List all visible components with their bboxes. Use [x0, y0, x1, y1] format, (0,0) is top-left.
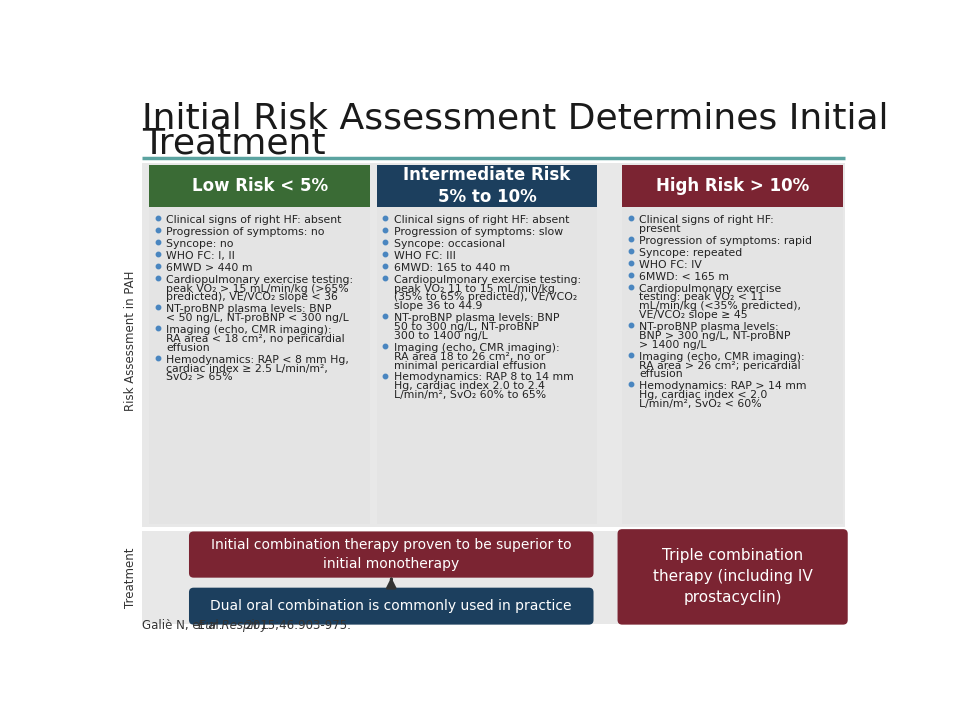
Text: 6MWD > 440 m: 6MWD > 440 m: [166, 263, 253, 273]
Text: < 50 ng/L, NT-proBNP < 300 ng/L: < 50 ng/L, NT-proBNP < 300 ng/L: [166, 313, 349, 323]
Text: Progression of symptoms: rapid: Progression of symptoms: rapid: [639, 235, 812, 246]
Text: Hemodynamics: RAP < 8 mm Hg,: Hemodynamics: RAP < 8 mm Hg,: [166, 355, 349, 365]
Text: testing: peak VO₂ < 11: testing: peak VO₂ < 11: [639, 292, 764, 302]
Text: 6MWD: < 165 m: 6MWD: < 165 m: [639, 271, 730, 282]
FancyBboxPatch shape: [150, 165, 371, 207]
FancyBboxPatch shape: [622, 207, 843, 523]
Text: RA area < 18 cm², no pericardial: RA area < 18 cm², no pericardial: [166, 334, 346, 344]
Text: Hemodynamics: RAP > 14 mm: Hemodynamics: RAP > 14 mm: [639, 382, 806, 391]
FancyBboxPatch shape: [189, 588, 593, 625]
Text: Treatment: Treatment: [142, 127, 325, 161]
Text: Cardiopulmonary exercise testing:: Cardiopulmonary exercise testing:: [166, 274, 353, 284]
Text: Progression of symptoms: slow: Progression of symptoms: slow: [394, 227, 563, 237]
Text: (35% to 65% predicted), VE/VCO₂: (35% to 65% predicted), VE/VCO₂: [394, 292, 577, 302]
FancyBboxPatch shape: [617, 529, 848, 625]
Text: Imaging (echo, CMR imaging):: Imaging (echo, CMR imaging):: [639, 351, 804, 361]
Text: cardiac index ≥ 2.5 L/min/m²,: cardiac index ≥ 2.5 L/min/m²,: [166, 364, 328, 374]
Text: High Risk > 10%: High Risk > 10%: [656, 177, 809, 195]
Text: RA area > 26 cm²; pericardial: RA area > 26 cm²; pericardial: [639, 361, 801, 371]
Text: Intermediate Risk
5% to 10%: Intermediate Risk 5% to 10%: [403, 166, 570, 206]
Text: Initial combination therapy proven to be superior to
initial monotherapy: Initial combination therapy proven to be…: [211, 539, 571, 571]
Text: Clinical signs of right HF: absent: Clinical signs of right HF: absent: [166, 215, 342, 225]
Text: effusion: effusion: [166, 343, 210, 353]
Text: Clinical signs of right HF: absent: Clinical signs of right HF: absent: [394, 215, 569, 225]
Text: Initial Risk Assessment Determines Initial: Initial Risk Assessment Determines Initi…: [142, 102, 888, 136]
Text: peak VO₂ 11 to 15 mL/min/kg: peak VO₂ 11 to 15 mL/min/kg: [394, 284, 555, 294]
Text: Triple combination
therapy (including IV
prostacyclin): Triple combination therapy (including IV…: [653, 549, 812, 606]
Text: NT-proBNP plasma levels: BNP: NT-proBNP plasma levels: BNP: [394, 313, 559, 323]
Text: Hemodynamics: RAP 8 to 14 mm: Hemodynamics: RAP 8 to 14 mm: [394, 372, 573, 382]
FancyBboxPatch shape: [189, 531, 593, 577]
Text: minimal pericardial effusion: minimal pericardial effusion: [394, 361, 545, 371]
Text: Syncope: repeated: Syncope: repeated: [639, 248, 742, 258]
Text: Syncope: no: Syncope: no: [166, 239, 234, 249]
Text: SvO₂ > 65%: SvO₂ > 65%: [166, 372, 233, 382]
Text: Clinical signs of right HF:: Clinical signs of right HF:: [639, 215, 774, 225]
Text: Imaging (echo, CMR imaging):: Imaging (echo, CMR imaging):: [166, 325, 332, 335]
FancyBboxPatch shape: [376, 165, 597, 207]
Text: BNP > 300 ng/L, NT-proBNP: BNP > 300 ng/L, NT-proBNP: [639, 331, 791, 341]
FancyBboxPatch shape: [150, 207, 371, 523]
Text: VE/VCO₂ slope ≥ 45: VE/VCO₂ slope ≥ 45: [639, 310, 748, 320]
Text: Imaging (echo, CMR imaging):: Imaging (echo, CMR imaging):: [394, 343, 559, 353]
Text: Progression of symptoms: no: Progression of symptoms: no: [166, 227, 325, 237]
FancyBboxPatch shape: [376, 207, 597, 523]
Text: peak VO₂ > 15 mL/min/kg (>65%: peak VO₂ > 15 mL/min/kg (>65%: [166, 284, 349, 294]
Text: WHO FC: IV: WHO FC: IV: [639, 260, 702, 270]
Text: Risk Assessment in PAH: Risk Assessment in PAH: [124, 270, 136, 410]
Text: 50 to 300 ng/L, NT-proBNP: 50 to 300 ng/L, NT-proBNP: [394, 322, 539, 332]
Text: effusion: effusion: [639, 369, 683, 379]
FancyBboxPatch shape: [142, 163, 845, 527]
Text: Galiè N, et al.: Galiè N, et al.: [142, 618, 225, 631]
Text: Hg, cardiac index < 2.0: Hg, cardiac index < 2.0: [639, 390, 768, 400]
FancyBboxPatch shape: [622, 165, 843, 207]
Text: 2015;46:903-975.: 2015;46:903-975.: [243, 618, 351, 631]
Text: 300 to 1400 ng/L: 300 to 1400 ng/L: [394, 331, 488, 341]
Text: Hg, cardiac index 2.0 to 2.4: Hg, cardiac index 2.0 to 2.4: [394, 382, 544, 391]
Text: Low Risk < 5%: Low Risk < 5%: [192, 177, 328, 195]
Text: > 1400 ng/L: > 1400 ng/L: [639, 340, 707, 350]
Text: L/min/m², SvO₂ 60% to 65%: L/min/m², SvO₂ 60% to 65%: [394, 390, 545, 400]
Text: slope 36 to 44.9: slope 36 to 44.9: [394, 301, 482, 311]
Text: Dual oral combination is commonly used in practice: Dual oral combination is commonly used i…: [210, 599, 572, 613]
Text: 6MWD: 165 to 440 m: 6MWD: 165 to 440 m: [394, 263, 510, 273]
Text: RA area 18 to 26 cm², no or: RA area 18 to 26 cm², no or: [394, 351, 545, 361]
Text: NT-proBNP plasma levels: BNP: NT-proBNP plasma levels: BNP: [166, 305, 332, 315]
Text: WHO FC: I, II: WHO FC: I, II: [166, 251, 235, 261]
Text: predicted), VE/VCO₂ slope < 36: predicted), VE/VCO₂ slope < 36: [166, 292, 338, 302]
Text: mL/min/kg (<35% predicted),: mL/min/kg (<35% predicted),: [639, 301, 802, 311]
Text: present: present: [639, 224, 681, 234]
Text: NT-proBNP plasma levels:: NT-proBNP plasma levels:: [639, 322, 779, 332]
FancyBboxPatch shape: [142, 531, 845, 624]
Text: Syncope: occasional: Syncope: occasional: [394, 239, 505, 249]
Text: WHO FC: III: WHO FC: III: [394, 251, 455, 261]
Text: Cardiopulmonary exercise: Cardiopulmonary exercise: [639, 284, 781, 294]
Text: Eur Respir J.: Eur Respir J.: [199, 618, 270, 631]
Text: Treatment: Treatment: [124, 547, 136, 608]
Text: L/min/m², SvO₂ < 60%: L/min/m², SvO₂ < 60%: [639, 399, 762, 409]
Text: Cardiopulmonary exercise testing:: Cardiopulmonary exercise testing:: [394, 274, 581, 284]
